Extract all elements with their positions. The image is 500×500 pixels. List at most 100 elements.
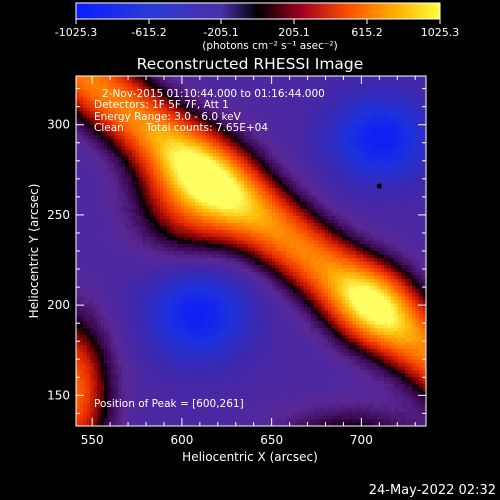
heatmap-cell <box>324 93 329 98</box>
heatmap-cell <box>233 142 238 147</box>
heatmap-cell <box>142 174 147 178</box>
heatmap-cell <box>233 209 238 213</box>
heatmap-cell <box>398 153 402 157</box>
heatmap-cell <box>226 132 231 136</box>
heatmap-cell <box>216 244 220 248</box>
heatmap-cell <box>226 181 231 185</box>
heatmap-cell <box>76 170 80 175</box>
heatmap-cell <box>174 247 178 252</box>
heatmap-cell <box>230 90 234 94</box>
heatmap-cell <box>412 244 416 248</box>
heatmap-cell <box>352 132 357 136</box>
heatmap-cell <box>146 198 150 203</box>
heatmap-cell <box>307 104 311 108</box>
heatmap-cell <box>356 100 360 105</box>
heatmap-cell <box>160 76 164 80</box>
heatmap-cell <box>149 132 154 136</box>
heatmap-cell <box>233 100 238 105</box>
heatmap-cell <box>412 90 416 94</box>
heatmap-cell <box>125 191 129 196</box>
heatmap-cell <box>349 156 353 161</box>
heatmap-cell <box>338 76 343 80</box>
heatmap-cell <box>265 209 269 213</box>
heatmap-cell <box>230 181 234 185</box>
heatmap-cell <box>202 146 206 150</box>
heatmap-cell <box>230 114 234 119</box>
heatmap-cell <box>114 100 119 105</box>
heatmap-cell <box>293 125 297 129</box>
heatmap-cell <box>216 79 220 84</box>
heatmap-cell <box>114 83 119 87</box>
heatmap-cell <box>300 83 304 87</box>
heatmap-cell <box>394 167 399 171</box>
heatmap-cell <box>303 142 308 147</box>
heatmap-cell <box>205 90 210 94</box>
heatmap-cell <box>398 174 402 178</box>
heatmap-cell <box>181 83 185 87</box>
heatmap-cell <box>422 118 427 122</box>
heatmap-cell <box>272 212 276 217</box>
heatmap-cell <box>272 177 276 182</box>
heatmap-cell <box>237 156 241 161</box>
heatmap-cell <box>163 191 168 196</box>
heatmap-cell <box>156 93 161 98</box>
heatmap-cell <box>90 114 94 119</box>
heatmap-cell <box>244 177 248 182</box>
heatmap-cell <box>156 100 161 105</box>
heatmap-cell <box>76 156 80 161</box>
heatmap-cell <box>300 209 304 213</box>
heatmap-cell <box>181 177 185 182</box>
heatmap-cell <box>286 240 290 245</box>
heatmap-cell <box>219 149 224 154</box>
heatmap-cell <box>167 188 171 192</box>
heatmap-cell <box>205 237 210 241</box>
heatmap-cell <box>282 205 287 210</box>
heatmap-cell <box>286 184 290 189</box>
heatmap-cell <box>272 195 276 199</box>
heatmap-cell <box>128 177 133 182</box>
heatmap-cell <box>356 247 360 252</box>
heatmap-cell <box>111 177 115 182</box>
heatmap-cell <box>216 100 220 105</box>
heatmap-cell <box>209 244 213 248</box>
heatmap-cell <box>223 177 227 182</box>
heatmap-cell <box>240 125 245 129</box>
heatmap-cell <box>191 97 196 101</box>
heatmap-cell <box>188 226 192 231</box>
heatmap-cell <box>97 163 101 168</box>
heatmap-cell <box>391 244 395 248</box>
heatmap-cell <box>286 219 290 224</box>
heatmap-cell <box>359 118 364 122</box>
heatmap-cell <box>380 240 385 245</box>
heatmap-cell <box>391 79 395 84</box>
heatmap-cell <box>405 107 409 112</box>
heatmap-cell <box>184 198 189 203</box>
heatmap-cell <box>76 230 80 234</box>
heatmap-cell <box>107 79 112 84</box>
heatmap-cell <box>149 233 154 238</box>
heatmap-cell <box>387 100 392 105</box>
heatmap-cell <box>377 97 381 101</box>
heatmap-cell <box>272 160 276 164</box>
heatmap-cell <box>212 188 217 192</box>
heatmap-cell <box>258 177 262 182</box>
heatmap-cell <box>377 223 381 227</box>
heatmap-cell <box>184 188 189 192</box>
heatmap-cell <box>240 142 245 147</box>
heatmap-cell <box>363 240 367 245</box>
heatmap-cell <box>272 184 276 189</box>
heatmap-cell <box>174 111 178 115</box>
heatmap-cell <box>300 181 304 185</box>
heatmap-cell <box>121 146 126 150</box>
heatmap-cell <box>104 198 108 203</box>
heatmap-cell <box>167 191 171 196</box>
heatmap-cell <box>352 163 357 168</box>
heatmap-cell <box>338 240 343 245</box>
heatmap-cell <box>335 118 339 122</box>
heatmap-cell <box>342 118 346 122</box>
heatmap-cell <box>205 107 210 112</box>
heatmap-cell <box>363 167 367 171</box>
heatmap-cell <box>282 93 287 98</box>
heatmap-cell <box>408 209 413 213</box>
heatmap-cell <box>153 118 157 122</box>
